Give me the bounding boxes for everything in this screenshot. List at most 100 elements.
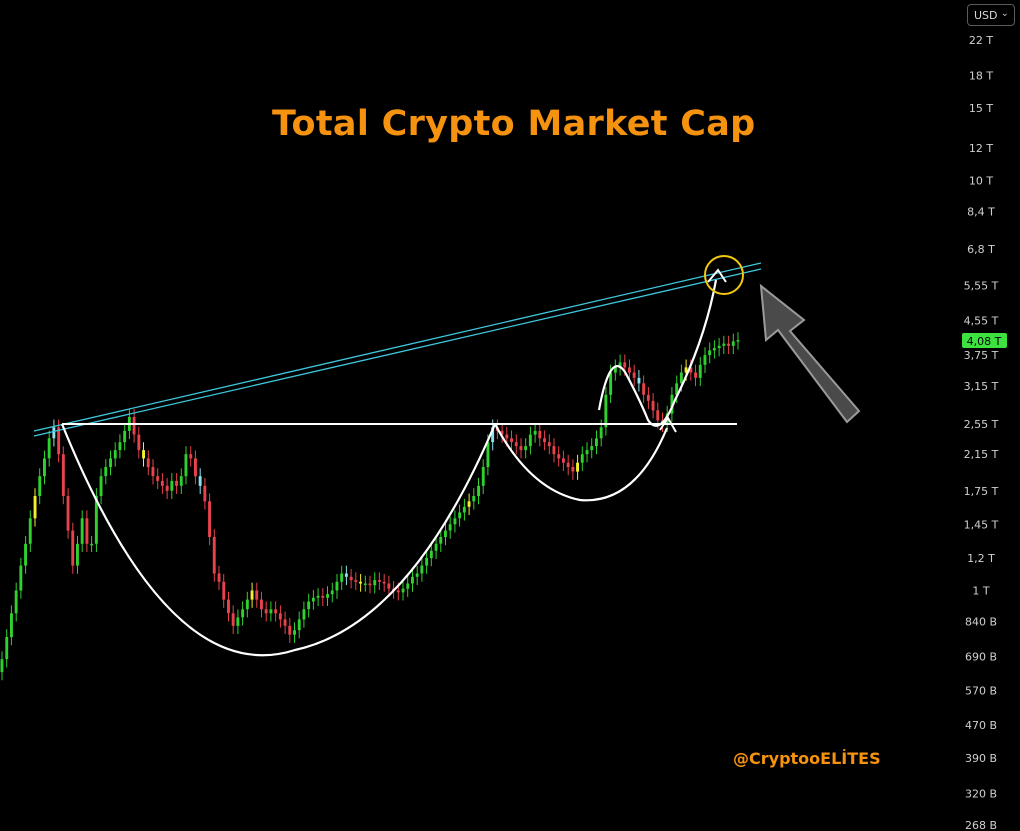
candle-body <box>0 659 4 673</box>
candle-body <box>14 590 18 614</box>
upper-trendline <box>33 262 762 432</box>
candle-body <box>47 438 51 459</box>
candle-body <box>179 476 183 486</box>
candle-body <box>467 501 471 507</box>
candle-body <box>278 613 282 620</box>
y-tick-label: 4,55 T <box>964 315 999 328</box>
candle-body <box>651 400 655 411</box>
y-tick-label: 2,15 T <box>964 448 999 461</box>
candle-body <box>340 573 344 582</box>
candle-body <box>71 530 75 566</box>
candle-body <box>604 394 608 428</box>
candle-body <box>727 343 730 346</box>
candle-body <box>198 476 202 486</box>
candle-body <box>288 625 292 635</box>
candle-body <box>297 619 301 631</box>
candle-body <box>510 438 513 443</box>
candle-body <box>576 462 579 472</box>
projection-arrowhead <box>707 268 727 283</box>
candle-body <box>66 496 70 531</box>
candle-body <box>160 480 164 486</box>
target-circle <box>704 255 744 295</box>
candle-body <box>514 442 518 447</box>
y-tick-label: 22 T <box>969 34 993 47</box>
y-tick-label: 840 B <box>965 616 997 629</box>
candle-body <box>675 383 679 395</box>
candle-body <box>458 512 462 519</box>
candle-body <box>241 609 245 618</box>
candle-body <box>260 599 263 610</box>
candle-body <box>670 394 674 414</box>
candle-body <box>316 595 320 598</box>
candle-body <box>208 501 211 537</box>
candle-body <box>708 350 712 356</box>
candle-body <box>113 450 117 459</box>
candle-body <box>505 434 509 439</box>
candle-body <box>703 355 707 365</box>
candle-body <box>142 450 145 459</box>
candle-body <box>99 476 103 496</box>
lower-trendline <box>33 268 762 437</box>
candle-body <box>547 442 551 447</box>
candle-body <box>538 430 542 439</box>
watermark: @CryptooELİTES <box>733 749 881 768</box>
candle-body <box>722 343 726 346</box>
candle-body <box>165 485 169 491</box>
candle-body <box>264 609 268 614</box>
candle-body <box>439 537 443 544</box>
candle-body <box>293 630 296 635</box>
candle-body <box>269 609 273 614</box>
candle-body <box>368 583 372 586</box>
y-tick-label: 390 B <box>965 752 997 765</box>
candle-body <box>396 590 400 593</box>
y-tick-label: 18 T <box>969 70 993 83</box>
candle-body <box>462 506 466 513</box>
candle-body <box>43 458 46 477</box>
candle-body <box>679 372 683 384</box>
candle-body <box>231 613 235 626</box>
candle-body <box>585 450 589 455</box>
candle-body <box>618 362 622 368</box>
candle-body <box>571 467 575 472</box>
candle-body <box>24 543 27 566</box>
candle-body <box>628 367 631 373</box>
y-tick-label: 8,4 T <box>967 206 995 219</box>
candle-body <box>698 364 702 378</box>
candle-body <box>472 496 476 502</box>
candle-body <box>321 595 325 598</box>
candle-body <box>38 476 42 496</box>
currency-select[interactable]: USD ⌄ <box>967 4 1015 26</box>
candle-body <box>274 609 278 614</box>
candle-body <box>373 580 377 586</box>
y-tick-label: 3,75 T <box>964 349 999 362</box>
handle-arrowhead <box>659 416 677 433</box>
candle-body <box>326 594 329 598</box>
candle-body <box>28 518 32 544</box>
candle-body <box>552 446 556 455</box>
candle-body <box>212 537 216 574</box>
candle-body <box>335 581 339 591</box>
candle-body <box>613 367 617 373</box>
candle-body <box>519 446 523 451</box>
candle-body <box>500 430 504 435</box>
candle-body <box>623 362 627 368</box>
candle-body <box>255 590 259 600</box>
candle-body <box>528 434 532 447</box>
candle-body <box>307 601 311 610</box>
candle-body <box>80 518 84 544</box>
candle-body <box>382 581 386 584</box>
candle-body <box>132 416 136 435</box>
candle-body <box>245 599 249 610</box>
y-tick-label: 1 T <box>972 585 989 598</box>
candle-body <box>118 442 122 451</box>
candle-body <box>146 458 150 468</box>
candle-body <box>491 427 495 443</box>
y-tick-label: 320 B <box>965 787 997 800</box>
candle-body <box>283 619 287 626</box>
direction-arrow <box>759 283 861 424</box>
y-tick-label: 1,75 T <box>964 485 999 498</box>
y-tick-label: 12 T <box>969 142 993 155</box>
candle-body <box>90 543 94 546</box>
y-axis: 22 T 18 T 15 T 12 T 10 T 8,4 T 6,8 T 5,55 T 4,55… <box>964 34 999 831</box>
